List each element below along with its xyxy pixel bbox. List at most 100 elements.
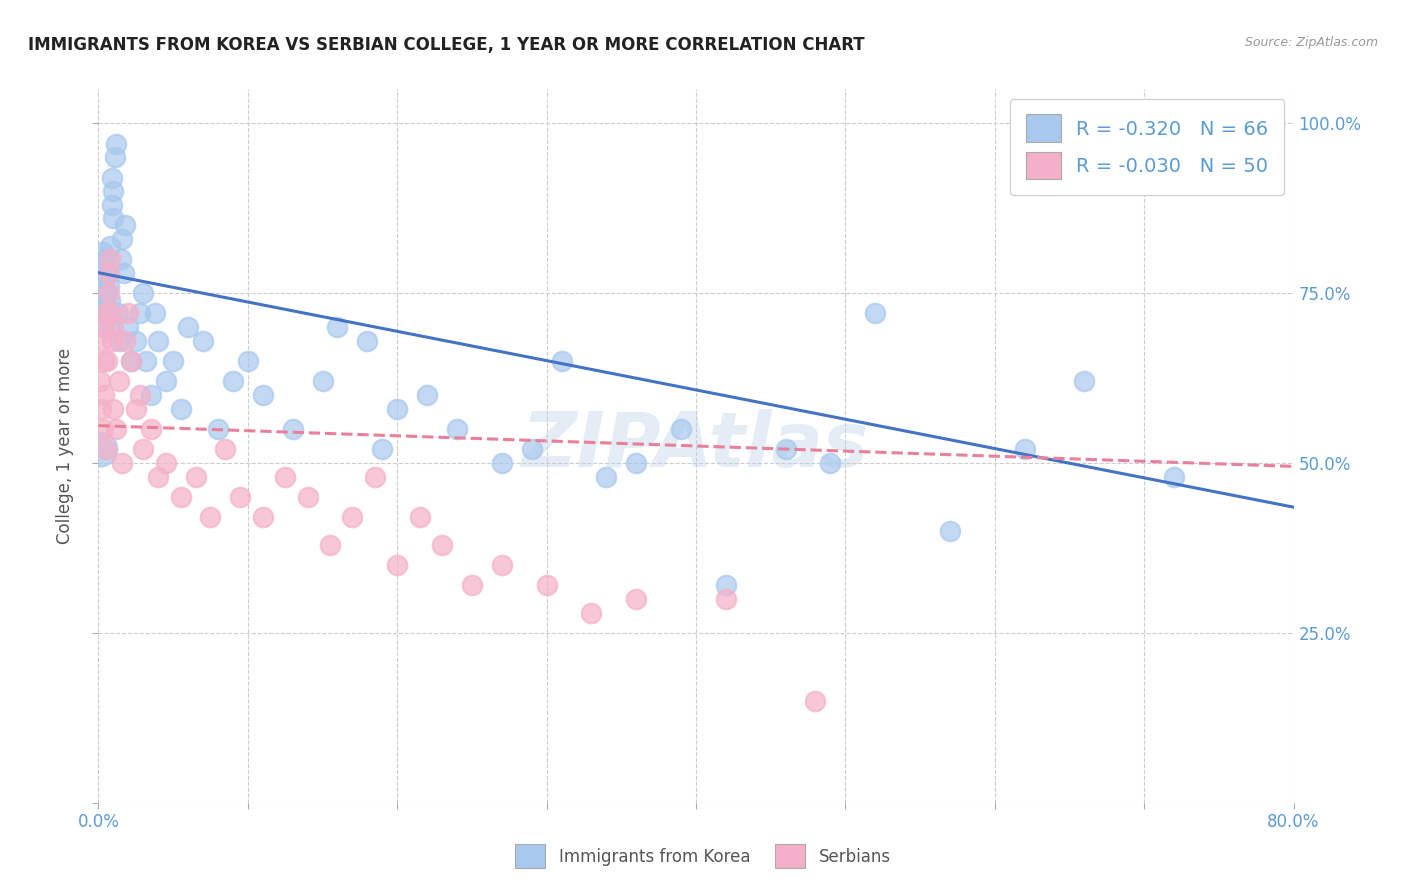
- Point: [93, 306, 115, 320]
- Point: [155, 456, 177, 470]
- Point: [104, 150, 127, 164]
- Point: [1014, 442, 1036, 457]
- Legend: Immigrants from Korea, Serbians: Immigrants from Korea, Serbians: [509, 838, 897, 875]
- Point: [356, 334, 378, 348]
- Point: [96, 300, 118, 314]
- Point: [550, 354, 572, 368]
- Point: [1073, 375, 1095, 389]
- Point: [446, 422, 468, 436]
- Point: [103, 184, 125, 198]
- Y-axis label: College, 1 year or more: College, 1 year or more: [56, 348, 75, 544]
- Point: [101, 198, 124, 212]
- Point: [252, 510, 274, 524]
- Point: [94, 442, 117, 457]
- Legend: R = -0.320   N = 66, R = -0.030   N = 50: R = -0.320 N = 66, R = -0.030 N = 50: [1010, 99, 1284, 194]
- Point: [132, 286, 155, 301]
- Point: [820, 456, 842, 470]
- Point: [112, 266, 135, 280]
- Point: [100, 293, 122, 307]
- Point: [105, 136, 128, 151]
- Point: [89, 279, 111, 293]
- Point: [191, 334, 214, 348]
- Point: [94, 306, 117, 320]
- Point: [97, 279, 120, 293]
- Point: [714, 591, 737, 606]
- Point: [100, 306, 122, 320]
- Point: [155, 375, 177, 389]
- Point: [117, 306, 139, 320]
- Point: [169, 401, 191, 416]
- Point: [416, 388, 439, 402]
- Point: [108, 334, 131, 348]
- Point: [89, 442, 111, 457]
- Point: [385, 558, 409, 572]
- Point: [714, 578, 737, 592]
- Point: [177, 320, 200, 334]
- Point: [311, 375, 333, 389]
- Point: [100, 238, 122, 252]
- Point: [200, 510, 222, 524]
- Point: [129, 388, 152, 402]
- Point: [100, 252, 122, 266]
- Point: [143, 306, 166, 320]
- Point: [105, 422, 128, 436]
- Point: [101, 334, 124, 348]
- Point: [865, 306, 887, 320]
- Point: [595, 469, 617, 483]
- Point: [103, 211, 125, 226]
- Point: [110, 252, 132, 266]
- Point: [408, 510, 430, 524]
- Text: Source: ZipAtlas.com: Source: ZipAtlas.com: [1244, 36, 1378, 49]
- Point: [626, 456, 648, 470]
- Point: [139, 388, 162, 402]
- Point: [93, 272, 115, 286]
- Point: [108, 375, 131, 389]
- Point: [162, 354, 184, 368]
- Point: [114, 218, 136, 232]
- Point: [236, 354, 259, 368]
- Text: IMMIGRANTS FROM KOREA VS SERBIAN COLLEGE, 1 YEAR OR MORE CORRELATION CHART: IMMIGRANTS FROM KOREA VS SERBIAN COLLEGE…: [28, 36, 865, 54]
- Point: [97, 266, 120, 280]
- Point: [90, 334, 112, 348]
- Point: [430, 537, 453, 551]
- Point: [461, 578, 484, 592]
- Point: [274, 469, 297, 483]
- Point: [581, 606, 603, 620]
- Point: [669, 422, 692, 436]
- Point: [125, 334, 148, 348]
- Point: [96, 354, 118, 368]
- Point: [90, 401, 112, 416]
- Point: [297, 490, 319, 504]
- Point: [120, 354, 142, 368]
- Point: [91, 320, 114, 334]
- Point: [91, 245, 114, 260]
- Point: [96, 266, 118, 280]
- Point: [222, 375, 245, 389]
- Point: [111, 232, 134, 246]
- Point: [491, 456, 513, 470]
- Point: [111, 456, 134, 470]
- Point: [132, 442, 155, 457]
- Point: [114, 334, 136, 348]
- Point: [139, 422, 162, 436]
- Point: [626, 591, 648, 606]
- Point: [117, 320, 139, 334]
- Point: [91, 422, 114, 436]
- Point: [101, 170, 124, 185]
- Point: [229, 490, 252, 504]
- Point: [520, 442, 543, 457]
- Point: [364, 469, 387, 483]
- Point: [214, 442, 236, 457]
- Point: [120, 354, 142, 368]
- Point: [804, 694, 827, 708]
- Point: [94, 286, 117, 301]
- Point: [103, 320, 125, 334]
- Text: ZIPAtlas: ZIPAtlas: [522, 409, 870, 483]
- Point: [536, 578, 558, 592]
- Point: [148, 334, 170, 348]
- Point: [169, 490, 191, 504]
- Point: [148, 469, 170, 483]
- Point: [107, 306, 129, 320]
- Point: [103, 401, 125, 416]
- Point: [90, 259, 112, 273]
